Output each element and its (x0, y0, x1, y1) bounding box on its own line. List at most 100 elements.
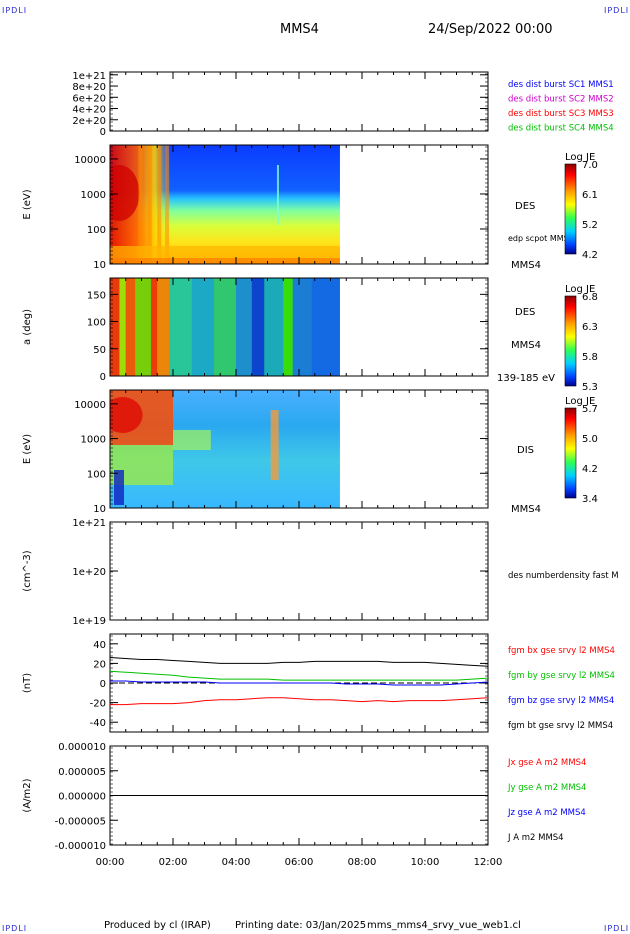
low-flux (114, 470, 124, 505)
y-tick-label: 0 (100, 372, 106, 383)
legend-entry: J A m2 MMS4 (507, 833, 564, 843)
y-tick-label: 0 (100, 127, 106, 138)
y-tick-label: 6e+20 (72, 93, 106, 104)
y-tick-label: -20 (90, 699, 106, 710)
hot-core (110, 165, 140, 221)
legend-entry: fgm by gse srvy l2 MMS4 (508, 671, 615, 681)
y-tick-label: -40 (90, 718, 106, 729)
y-tick-label: 40 (93, 640, 106, 651)
pitch-stripe (191, 278, 214, 376)
spacecraft-title: MMS4 (280, 22, 319, 37)
x-tick-label: 10:00 (411, 857, 440, 868)
des-pitch-colorbar-tick-label: 6.3 (582, 322, 598, 333)
y-tick-label: 1e+19 (72, 616, 106, 627)
right-label-spacecraft: MMS4 (511, 260, 541, 271)
streak (157, 145, 162, 264)
legend-entry: des numberdensity fast M (508, 571, 619, 581)
legend-entry: Jz gse A m2 MMS4 (507, 808, 586, 818)
des-energy-colorbar-title: Log JE (565, 152, 595, 163)
y-tick-label: 2e+20 (72, 116, 106, 127)
y-tick-label: 10000 (74, 400, 106, 411)
y-tick-label: -0.000005 (55, 816, 106, 827)
y-axis-label: (A/m2) (22, 778, 33, 812)
legend-entry: Jy gse A m2 MMS4 (507, 783, 586, 793)
pitch-stripe (213, 278, 236, 376)
y-axis-label: E (eV) (22, 434, 33, 464)
right-label-energy-range: 139-185 eV (497, 373, 555, 384)
corner-label-bottom-left: IPDLI (2, 924, 28, 933)
dis-energy-colorbar-title: Log JE (565, 396, 595, 407)
legend-entry: des dist burst SC3 MMS3 (508, 109, 614, 119)
y-tick-label: 4e+20 (72, 105, 106, 116)
x-tick-label: 04:00 (222, 857, 251, 868)
streak (276, 165, 279, 225)
des-energy-colorbar-tick-label: 6.1 (582, 190, 598, 201)
mid-region (173, 430, 211, 450)
y-tick-label: 100 (87, 318, 106, 329)
y-tick-label: 10000 (74, 155, 106, 166)
dis-energy-colorbar-tick-label: 3.4 (582, 494, 598, 505)
y-tick-label: 0 (100, 679, 106, 690)
y-tick-label: 0.000000 (58, 792, 106, 803)
y-axis-label: a (deg) (22, 309, 33, 345)
legend-entry: fgm bx gse srvy l2 MMS4 (508, 646, 615, 656)
spectrogram-image (110, 390, 340, 508)
y-tick-label: 1e+20 (72, 567, 106, 578)
streak (147, 145, 152, 264)
pitch-stripe (110, 278, 120, 376)
streak (165, 145, 170, 264)
footer-produced-by: Produced by cl (IRAP) (104, 920, 211, 931)
corner-label-top-right: IPDLI (604, 6, 630, 15)
panel-frame (109, 71, 489, 132)
pitch-stripe (119, 278, 126, 376)
y-axis-label: (nT) (22, 673, 33, 693)
x-tick-label: 02:00 (159, 857, 188, 868)
right-label-spacecraft: MMS4 (511, 504, 541, 515)
pitch-stripe (292, 278, 312, 376)
x-tick-label: 08:00 (348, 857, 377, 868)
pitch-stripe (125, 278, 136, 376)
y-tick-label: 100 (87, 469, 106, 480)
y-tick-label: 100 (87, 225, 106, 236)
dis-energy-colorbar-tick-label: 5.0 (582, 434, 598, 445)
series-line (110, 697, 489, 706)
spectrogram-image (110, 145, 340, 264)
streak (270, 410, 279, 480)
y-tick-label: -0.000010 (55, 841, 106, 852)
des-energy-colorbar-bar (564, 163, 577, 255)
y-axis-label: (cm^-3) (22, 550, 33, 591)
pitch-stripe (311, 278, 340, 376)
y-tick-label: 1000 (81, 190, 106, 201)
pitch-stripe (264, 278, 284, 376)
y-tick-label: 0.000010 (58, 742, 106, 753)
corner-label-bottom-right: IPDLI (604, 924, 630, 933)
des-energy-colorbar-tick-label: 5.2 (582, 220, 598, 231)
legend-entry: fgm bz gse srvy l2 MMS4 (508, 696, 614, 706)
streak (138, 145, 143, 264)
y-tick-label: 20 (93, 659, 106, 670)
date-title: 24/Sep/2022 00:00 (428, 22, 553, 37)
legend-entry: des dist burst SC2 MMS2 (508, 95, 614, 105)
right-label-instrument: DES (515, 307, 535, 318)
panel-frame (109, 521, 489, 621)
dis-energy-colorbar-tick-label: 4.2 (582, 464, 598, 475)
y-tick-label: 50 (93, 345, 106, 356)
y-tick-label: 150 (87, 290, 106, 301)
y-tick-label: 10 (93, 260, 106, 271)
pitch-stripe (251, 278, 265, 376)
series-line (109, 670, 489, 681)
pitch-stripe (236, 278, 252, 376)
y-tick-label: 0.000005 (58, 767, 106, 778)
y-tick-label: 1e+21 (72, 518, 106, 529)
y-tick-label: 8e+20 (72, 82, 106, 93)
right-label-instrument: DES (515, 201, 535, 212)
y-tick-label: 1000 (81, 435, 106, 446)
dis-energy-colorbar-tick-label: 5.7 (582, 404, 598, 415)
pitch-stripe (150, 278, 158, 376)
x-tick-label: 12:00 (474, 857, 503, 868)
legend-entry: des dist burst SC1 MMS1 (508, 80, 614, 90)
dis-energy-colorbar-bar (564, 407, 577, 499)
footer-filename: mms_mms4_srvy_vue_web1.cl (367, 920, 521, 931)
spectrogram-image (110, 278, 340, 376)
y-axis-label: E (eV) (22, 189, 33, 219)
